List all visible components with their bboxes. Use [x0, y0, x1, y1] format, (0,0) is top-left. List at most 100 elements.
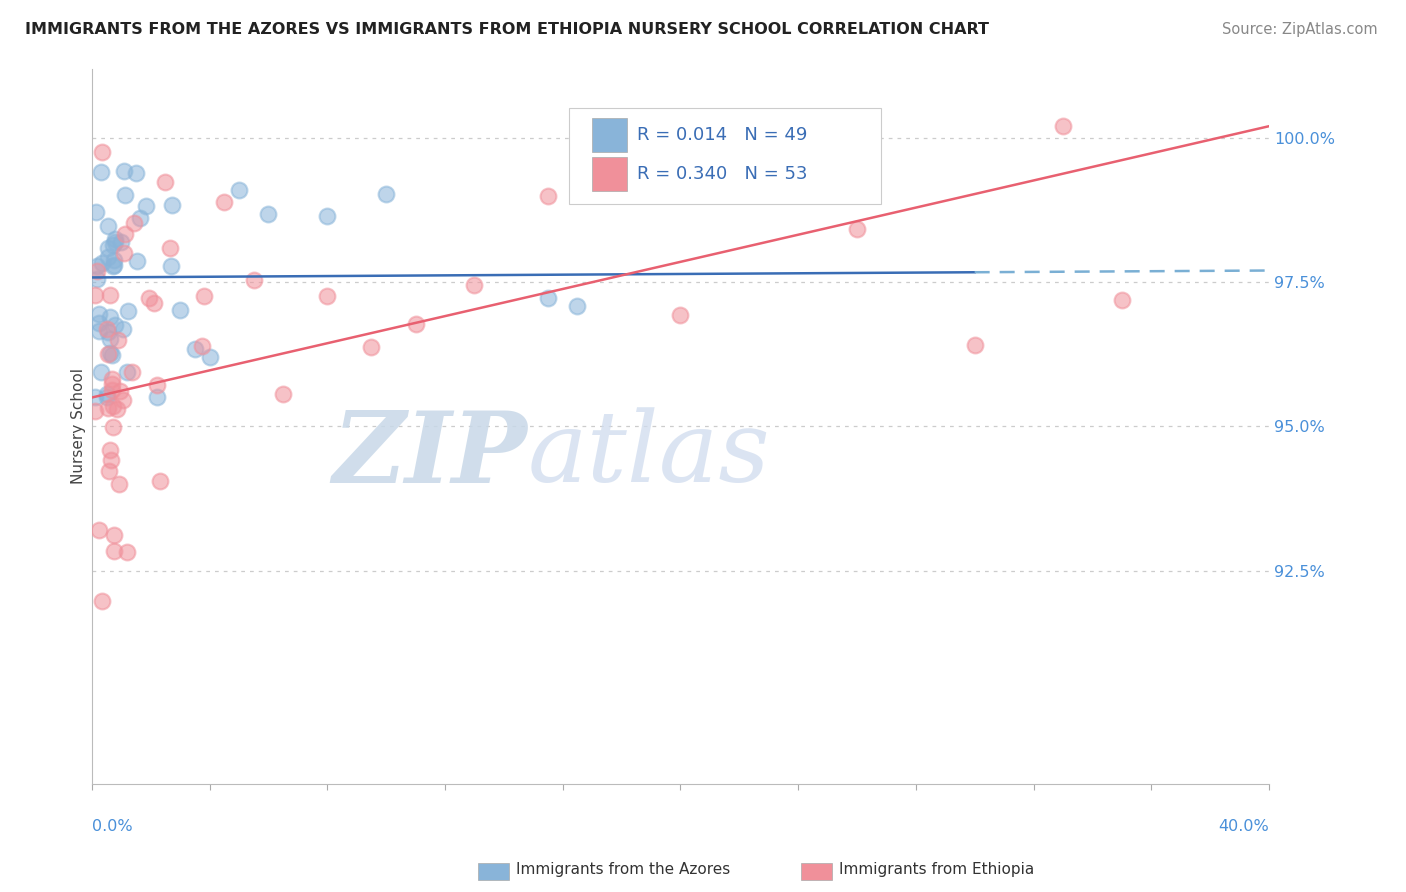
Point [1111, 293, 1133, 308]
Point [537, 188, 560, 202]
Point [84, 391, 107, 405]
Point [228, 183, 250, 197]
Point [1052, 120, 1074, 134]
Point [145, 378, 167, 392]
Point [110, 384, 132, 398]
Point [360, 340, 382, 354]
Point [96, 391, 118, 405]
Point [114, 227, 136, 242]
Point [97, 219, 120, 234]
Point [567, 299, 589, 313]
Bar [592, 156, 627, 191]
Point [669, 309, 692, 323]
Point [160, 260, 183, 274]
Point [107, 476, 129, 491]
Point [153, 175, 176, 189]
Point [96, 321, 118, 335]
Point [846, 221, 869, 235]
Point [97, 347, 120, 361]
Point [97, 464, 120, 478]
Text: Immigrants from the Azores: Immigrants from the Azores [516, 863, 730, 877]
Point [100, 453, 122, 467]
Point [90, 165, 112, 179]
Point [112, 245, 135, 260]
Point [159, 241, 181, 255]
Point [117, 365, 139, 379]
Point [160, 198, 183, 212]
Point [103, 543, 125, 558]
Point [125, 254, 148, 268]
Point [111, 321, 134, 335]
Point [128, 211, 150, 226]
Text: IMMIGRANTS FROM THE AZORES VS IMMIGRANTS FROM ETHIOPIA NURSERY SCHOOL CORRELATIO: IMMIGRANTS FROM THE AZORES VS IMMIGRANTS… [25, 22, 990, 37]
Point [316, 289, 339, 303]
Point [257, 207, 280, 221]
Point [101, 371, 124, 385]
Text: R = 0.340   N = 53: R = 0.340 N = 53 [637, 165, 807, 183]
Point [242, 272, 264, 286]
Point [90, 256, 112, 270]
Point [87, 307, 110, 321]
Point [110, 235, 132, 249]
Point [97, 250, 120, 264]
Point [89, 324, 111, 338]
Point [86, 264, 108, 278]
Point [104, 232, 127, 246]
Text: ZIP: ZIP [332, 407, 527, 503]
Point [117, 545, 139, 559]
Point [98, 288, 121, 302]
Point [316, 209, 339, 223]
Y-axis label: Nursery School: Nursery School [72, 368, 86, 484]
Point [84, 404, 107, 418]
Point [98, 443, 121, 458]
Point [101, 238, 124, 252]
Point [198, 350, 221, 364]
Point [90, 145, 112, 159]
FancyBboxPatch shape [568, 108, 880, 204]
Text: 0.0%: 0.0% [91, 819, 132, 834]
Point [107, 333, 129, 347]
Point [405, 318, 427, 332]
Text: R = 0.014   N = 49: R = 0.014 N = 49 [637, 126, 807, 145]
Point [96, 386, 118, 401]
Point [596, 180, 619, 194]
Point [758, 136, 780, 150]
Point [84, 205, 107, 219]
Point [101, 377, 124, 392]
Point [98, 332, 121, 346]
Point [184, 342, 207, 356]
Point [463, 277, 485, 292]
Text: Immigrants from Ethiopia: Immigrants from Ethiopia [839, 863, 1035, 877]
Point [537, 291, 560, 305]
Point [214, 194, 236, 209]
Point [122, 217, 145, 231]
Point [169, 302, 191, 317]
Point [87, 523, 110, 537]
Point [191, 339, 214, 353]
Point [146, 391, 169, 405]
Point [90, 365, 112, 379]
Point [97, 325, 120, 339]
Point [86, 259, 108, 273]
Point [86, 272, 108, 286]
Point [125, 166, 148, 180]
Point [112, 392, 135, 407]
Point [138, 291, 160, 305]
Point [103, 258, 125, 272]
Point [135, 199, 157, 213]
Point [90, 593, 112, 607]
Point [114, 188, 136, 202]
Text: Source: ZipAtlas.com: Source: ZipAtlas.com [1222, 22, 1378, 37]
Point [97, 401, 120, 416]
Point [104, 235, 127, 249]
Point [143, 295, 166, 310]
Point [103, 528, 125, 542]
Text: atlas: atlas [527, 408, 770, 502]
Point [84, 288, 107, 302]
Point [121, 365, 143, 379]
Text: 40.0%: 40.0% [1218, 819, 1268, 834]
Point [100, 348, 122, 362]
Point [97, 241, 120, 255]
Point [375, 187, 398, 202]
Point [104, 318, 127, 332]
